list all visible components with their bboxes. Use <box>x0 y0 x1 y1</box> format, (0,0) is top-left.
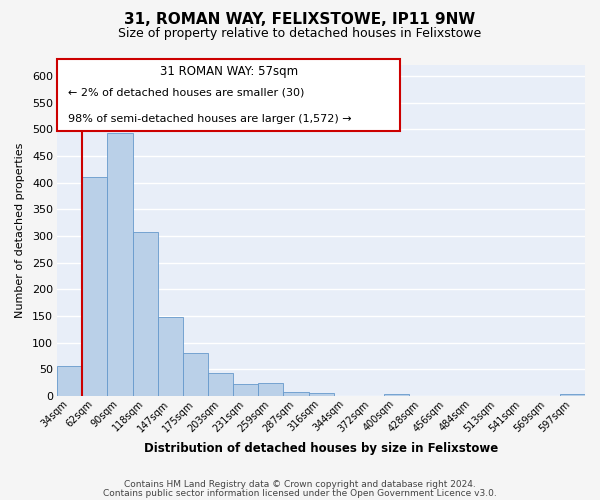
Bar <box>107 133 133 396</box>
Text: Contains public sector information licensed under the Open Government Licence v3: Contains public sector information licen… <box>103 488 497 498</box>
Text: 31 ROMAN WAY: 57sqm: 31 ROMAN WAY: 57sqm <box>160 65 298 78</box>
Text: Contains HM Land Registry data © Crown copyright and database right 2024.: Contains HM Land Registry data © Crown c… <box>124 480 476 489</box>
Bar <box>57 366 82 396</box>
X-axis label: Distribution of detached houses by size in Felixstowe: Distribution of detached houses by size … <box>144 442 498 455</box>
Y-axis label: Number of detached properties: Number of detached properties <box>15 143 25 318</box>
Bar <box>308 394 334 396</box>
Bar <box>208 372 233 396</box>
Bar <box>82 177 107 396</box>
Bar <box>233 384 258 396</box>
Bar <box>158 317 183 396</box>
Bar <box>183 354 208 396</box>
Bar <box>133 232 158 396</box>
Bar <box>283 392 308 396</box>
Text: 98% of semi-detached houses are larger (1,572) →: 98% of semi-detached houses are larger (… <box>68 114 352 124</box>
Text: ← 2% of detached houses are smaller (30): ← 2% of detached houses are smaller (30) <box>68 88 304 98</box>
FancyBboxPatch shape <box>57 58 400 132</box>
Text: 31, ROMAN WAY, FELIXSTOWE, IP11 9NW: 31, ROMAN WAY, FELIXSTOWE, IP11 9NW <box>124 12 476 28</box>
Bar <box>258 382 283 396</box>
Bar <box>560 394 585 396</box>
Text: Size of property relative to detached houses in Felixstowe: Size of property relative to detached ho… <box>118 28 482 40</box>
Bar <box>384 394 409 396</box>
